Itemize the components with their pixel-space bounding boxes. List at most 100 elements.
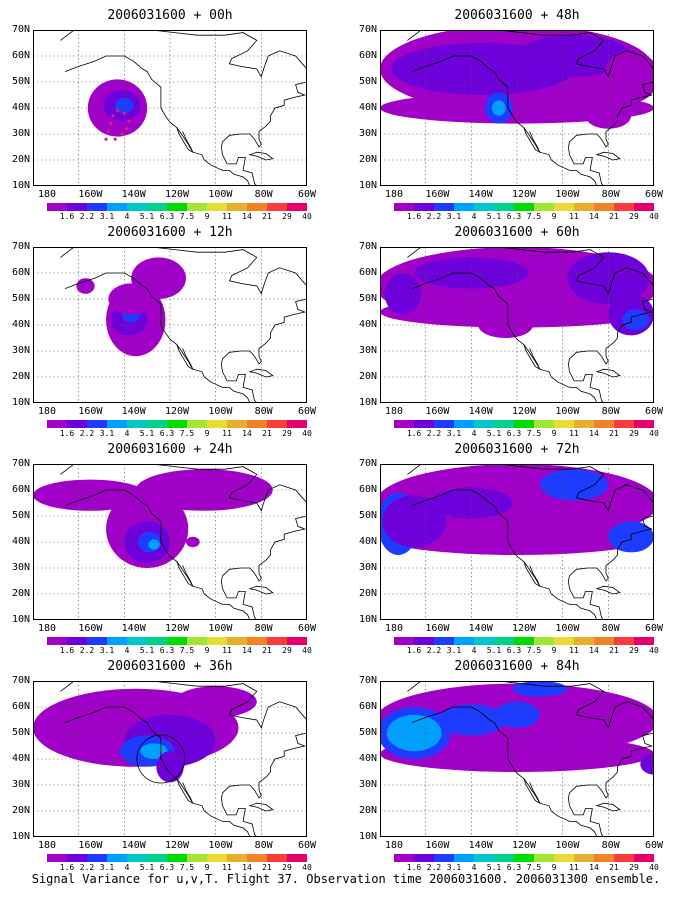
variance-region xyxy=(603,50,654,103)
colorbar-swatch xyxy=(207,203,227,211)
variance-region xyxy=(585,102,632,129)
colorbar-swatch xyxy=(47,637,67,645)
colorbar-label: 1.6 xyxy=(406,212,422,221)
colorbar-swatch xyxy=(107,854,127,862)
colorbar-swatch xyxy=(394,854,414,862)
colorbar-swatch xyxy=(127,637,147,645)
colorbar-swatch xyxy=(287,854,307,862)
x-tick-label: 100W xyxy=(555,406,580,417)
colorbar-swatch xyxy=(227,854,247,862)
x-tick-label: 60W xyxy=(644,623,664,634)
y-tick-label: 10N xyxy=(358,180,377,191)
x-tick-label: 140W xyxy=(121,623,146,634)
y-tick-label: 70N xyxy=(11,458,30,469)
colorbar-label: 29 xyxy=(282,212,292,221)
x-tick-label: 120W xyxy=(512,406,537,417)
x-tick-label: 120W xyxy=(165,840,190,851)
colorbar-label: 5.1 xyxy=(486,863,502,872)
colorbar-label: 11 xyxy=(222,212,232,221)
x-tick-label: 100W xyxy=(208,840,233,851)
map-plot xyxy=(380,247,654,403)
variance-region xyxy=(494,701,540,728)
x-tick-label: 80W xyxy=(254,623,273,634)
x-tick-label: 180 xyxy=(384,189,404,200)
colorbar-label: 4 xyxy=(471,429,477,438)
colorbar-swatch xyxy=(147,203,167,211)
observation-point xyxy=(106,129,110,133)
variance-region xyxy=(115,97,134,114)
colorbar-label: 2.2 xyxy=(79,429,95,438)
colorbar-label: 40 xyxy=(302,429,312,438)
y-tick-label: 60N xyxy=(358,267,377,278)
y-tick-label: 70N xyxy=(358,24,377,35)
colorbar-swatch xyxy=(207,420,227,428)
y-tick-label: 30N xyxy=(11,562,30,573)
coastline xyxy=(176,344,194,371)
colorbar-swatch xyxy=(434,420,454,428)
colorbar-swatch xyxy=(494,854,514,862)
colorbar-swatch xyxy=(614,637,634,645)
colorbar-label: 9 xyxy=(204,863,210,872)
colorbar-label: 21 xyxy=(262,863,272,872)
variance-region xyxy=(135,469,273,511)
colorbar-swatch xyxy=(394,203,414,211)
x-tick-label: 160W xyxy=(425,840,450,851)
colorbar-label: 11 xyxy=(569,863,579,872)
colorbar-swatch xyxy=(287,637,307,645)
y-tick-label: 10N xyxy=(11,397,30,408)
x-tick-label: 60W xyxy=(644,406,664,417)
map-plot xyxy=(33,681,307,837)
colorbar-label: 14 xyxy=(242,212,252,221)
colorbar-swatch xyxy=(247,203,267,211)
colorbar-swatch xyxy=(554,203,574,211)
variance-region xyxy=(491,100,506,116)
colorbar-swatch xyxy=(594,637,614,645)
x-tick-label: 80W xyxy=(254,189,273,200)
panel-title: 2006031600 + 00h xyxy=(107,8,233,23)
colorbar-swatch xyxy=(47,854,67,862)
variance-region xyxy=(430,487,513,519)
colorbar-swatch xyxy=(474,203,494,211)
colorbar-swatch xyxy=(454,420,474,428)
colorbar-swatch xyxy=(167,854,187,862)
colorbar-label: 4 xyxy=(124,429,130,438)
coastline xyxy=(277,464,307,465)
coastline xyxy=(248,151,274,161)
colorbar-label: 6.3 xyxy=(159,646,175,655)
variance-region xyxy=(148,539,160,550)
colorbar-swatch xyxy=(187,420,207,428)
coastline xyxy=(523,778,541,805)
colorbar-swatch xyxy=(267,637,287,645)
y-tick-label: 30N xyxy=(11,779,30,790)
colorbar-label: 5.1 xyxy=(139,646,155,655)
colorbar-swatch xyxy=(394,637,414,645)
y-tick-label: 70N xyxy=(11,24,30,35)
coastline xyxy=(277,30,307,31)
colorbar-label: 7.5 xyxy=(526,646,542,655)
variance-region xyxy=(76,278,95,294)
colorbar-swatch xyxy=(127,420,147,428)
variance-region xyxy=(512,681,568,697)
coastline xyxy=(411,55,598,186)
x-tick-label: 80W xyxy=(254,406,273,417)
colorbar-label: 21 xyxy=(262,646,272,655)
colorbar-label: 6.3 xyxy=(159,212,175,221)
colorbar-swatch xyxy=(614,203,634,211)
colorbar-label: 14 xyxy=(589,863,599,872)
y-tick-label: 70N xyxy=(358,241,377,252)
map-frame xyxy=(33,681,307,837)
y-tick-label: 20N xyxy=(11,588,30,599)
colorbar-label: 14 xyxy=(589,429,599,438)
y-tick-label: 40N xyxy=(11,102,30,113)
coastline xyxy=(64,272,251,403)
colorbar-label: 40 xyxy=(649,429,659,438)
x-tick-label: 120W xyxy=(165,623,190,634)
y-tick-label: 10N xyxy=(358,614,377,625)
variance-region xyxy=(539,469,609,501)
coastline xyxy=(407,30,654,186)
colorbar-swatch xyxy=(534,420,554,428)
colorbar-swatch xyxy=(287,203,307,211)
colorbar-swatch xyxy=(574,854,594,862)
colorbar-label: 9 xyxy=(551,212,557,221)
